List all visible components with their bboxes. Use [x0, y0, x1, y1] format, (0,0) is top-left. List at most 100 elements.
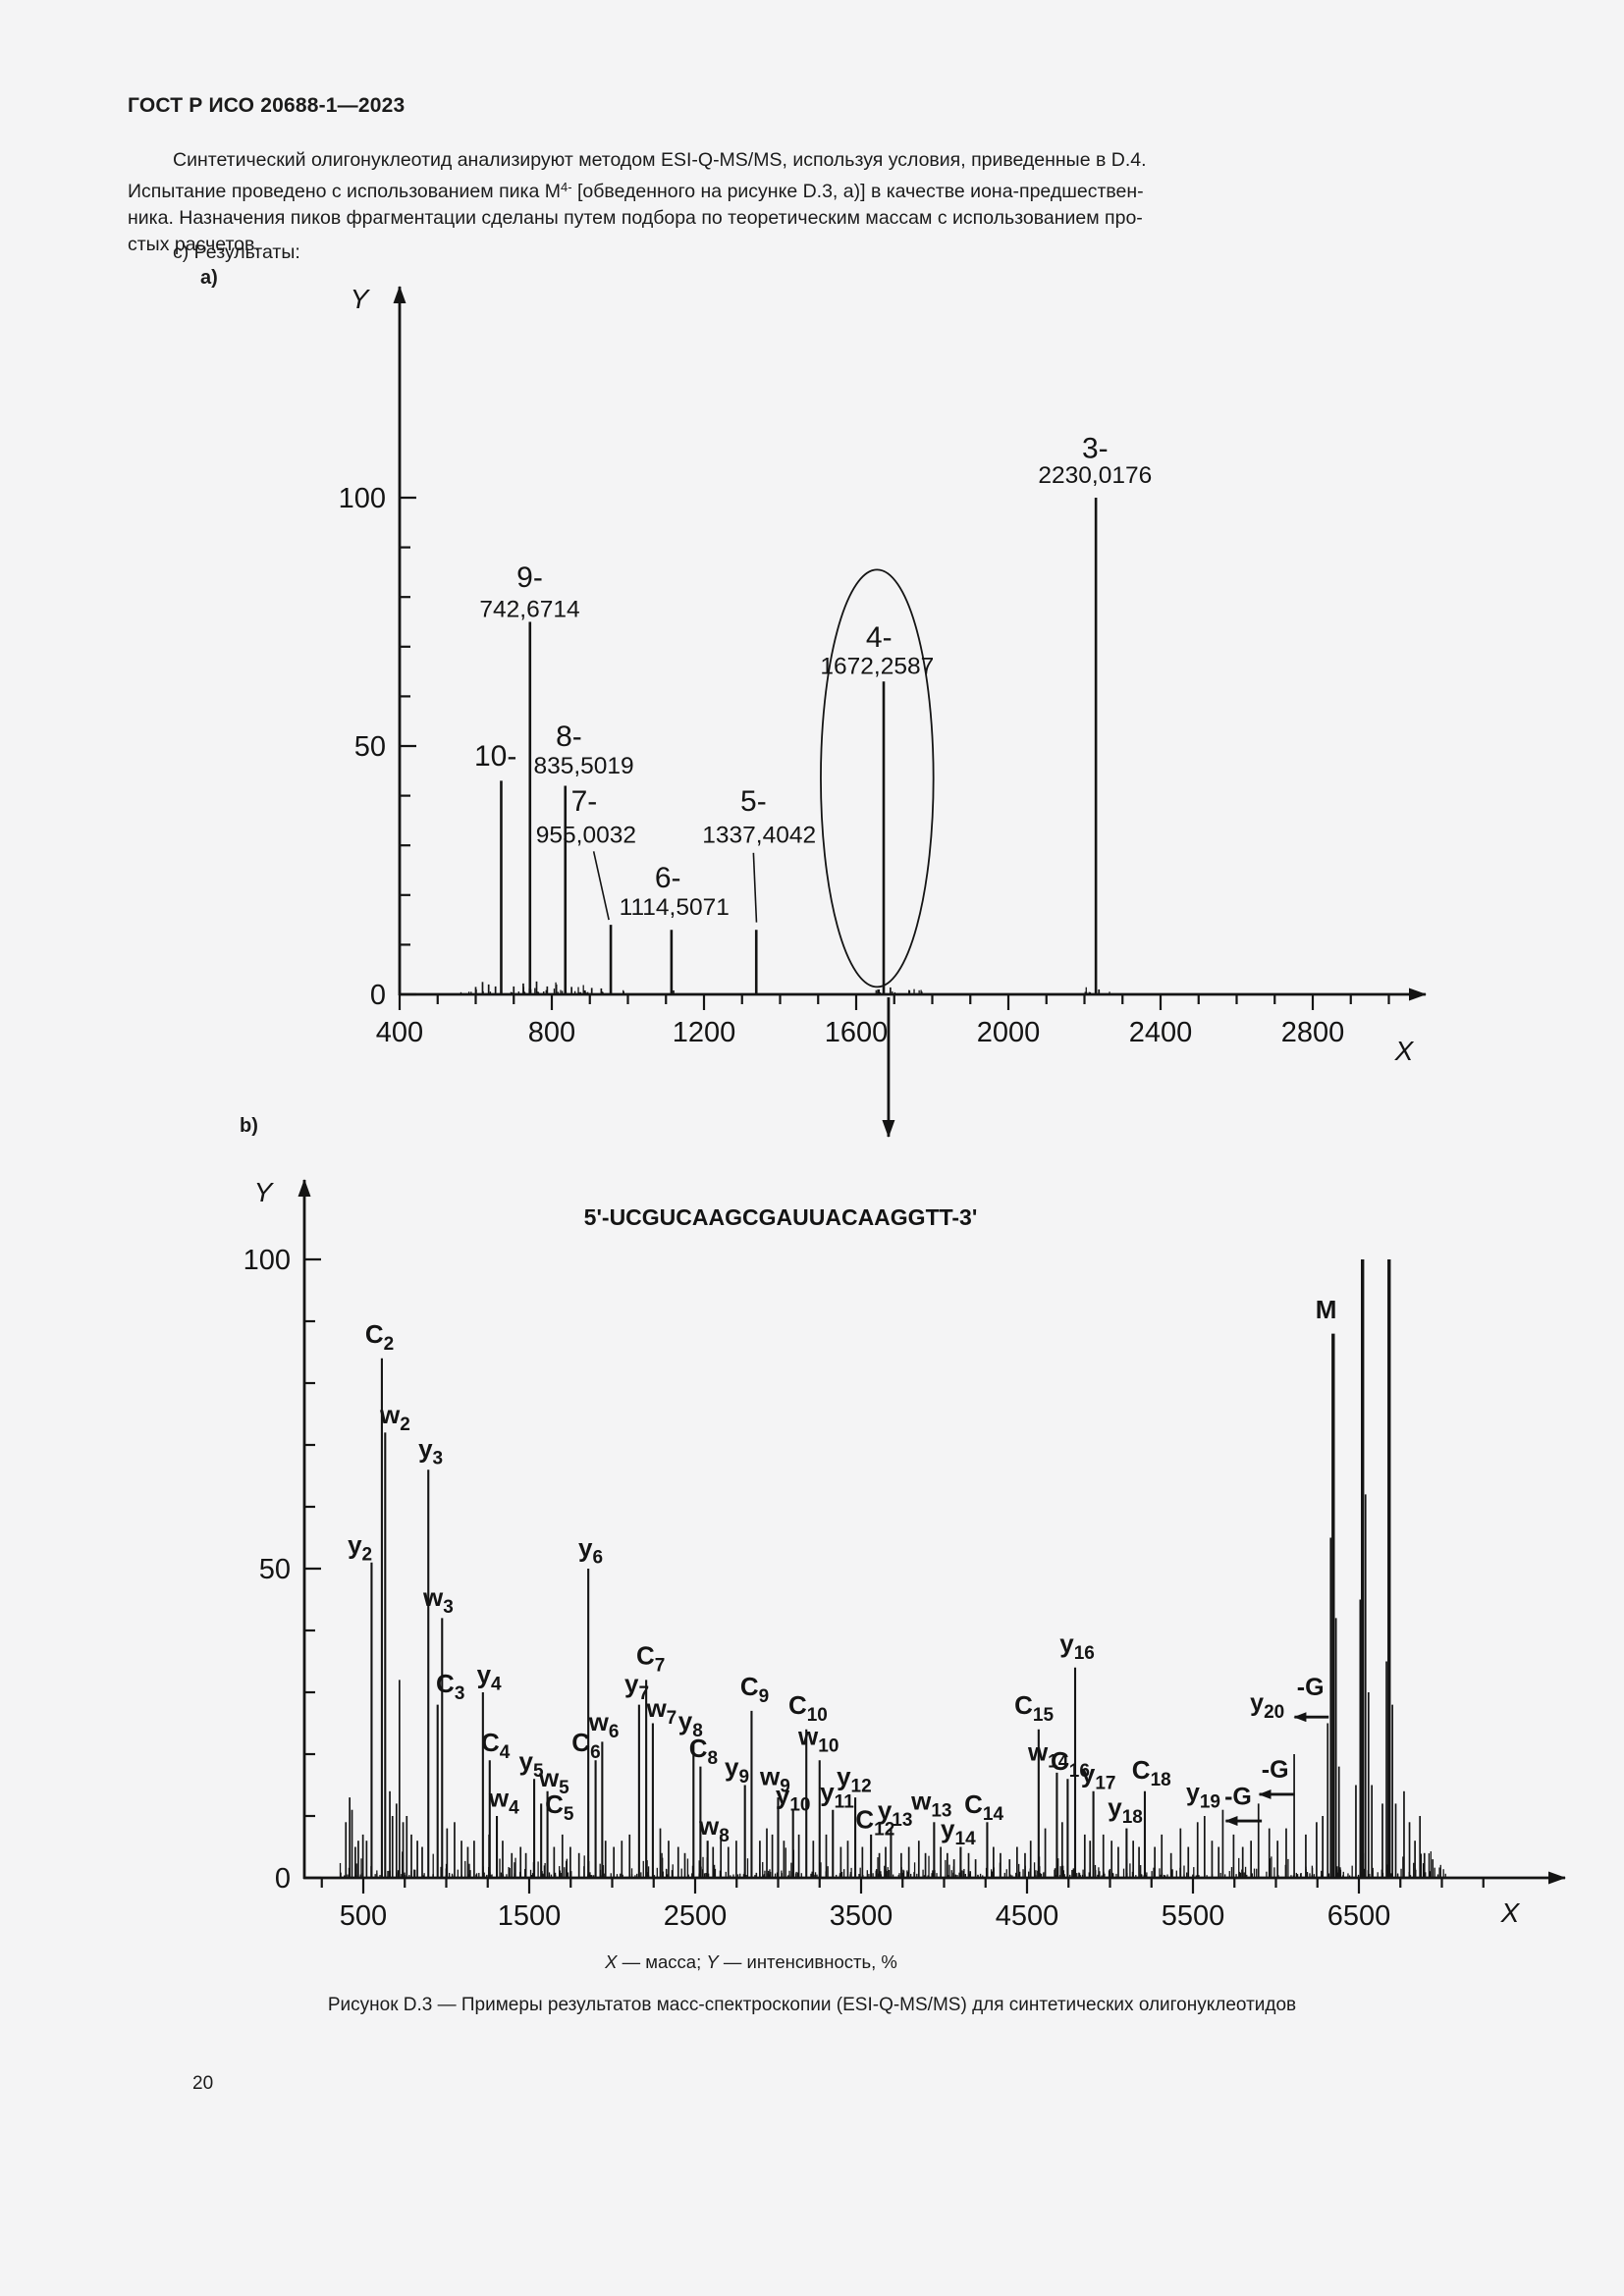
svg-text:4500: 4500	[996, 1900, 1059, 1932]
svg-text:2500: 2500	[664, 1900, 728, 1932]
svg-text:955,0032: 955,0032	[536, 823, 636, 849]
loss-annotation: y19 -G	[1186, 1779, 1263, 1827]
body-paragraph: Синтетический олигонуклеотид анализируют…	[128, 147, 1502, 258]
chart-a: 10- 9-742,6714 8-835,5019 7- 955,0032 6-1114,…	[339, 284, 1427, 1138]
ion-label: w14	[1027, 1736, 1069, 1772]
svg-text:100: 100	[244, 1245, 291, 1276]
ion-label: C18	[1132, 1755, 1171, 1790]
line2-pre: Испытание проведено с использованием пик…	[128, 181, 562, 202]
ion-label: C15	[1014, 1690, 1054, 1726]
x-def: — масса;	[617, 1951, 707, 1972]
ion-label: y17	[1081, 1758, 1116, 1793]
svg-text:Y: Y	[254, 1177, 275, 1207]
svg-text:7-: 7-	[571, 785, 598, 818]
paragraph-line: ника. Назначения пиков фрагментации сдел…	[128, 207, 1143, 229]
ion-label: C9	[740, 1672, 769, 1707]
svg-text:4-: 4-	[866, 621, 893, 654]
ion-label: C3	[436, 1669, 464, 1704]
paragraph-line: Испытание проведено с использованием пик…	[128, 174, 1502, 205]
svg-text:500: 500	[340, 1900, 387, 1932]
svg-text:1200: 1200	[673, 1017, 736, 1048]
ion-label: C7	[636, 1641, 665, 1677]
precursor-ellipse	[820, 568, 935, 988]
y-letter: Y	[706, 1951, 719, 1972]
svg-text:0: 0	[275, 1863, 291, 1895]
svg-text:5-: 5-	[740, 785, 767, 818]
ion-label: C12	[855, 1805, 894, 1841]
axis-definition-caption: X — масса; Y — интенсивность, %	[0, 1951, 1502, 1973]
ion-label: w2	[379, 1400, 410, 1435]
ion-label: w6	[588, 1707, 620, 1742]
svg-text:800: 800	[528, 1017, 575, 1048]
svg-text:1672,2587: 1672,2587	[820, 654, 934, 680]
ion-label: y4	[477, 1660, 502, 1695]
svg-text:100: 100	[339, 483, 386, 514]
svg-text:400: 400	[376, 1017, 423, 1048]
svg-text:1337,4042: 1337,4042	[702, 823, 816, 849]
svg-text:2400: 2400	[1129, 1017, 1193, 1048]
svg-text:Y: Y	[351, 284, 371, 314]
ion-label: y18	[1108, 1792, 1143, 1828]
superscript-charge: 4-	[561, 180, 572, 194]
leader-line	[752, 852, 758, 923]
svg-text:-G: -G	[1224, 1784, 1252, 1811]
svg-text:10-: 10-	[474, 740, 516, 773]
axes: X Y 0 50 100 500 1500 2500 3500 4500 5500 6500	[244, 1177, 1566, 1932]
ion-label: C14	[964, 1789, 1003, 1825]
ion-label: C6	[571, 1728, 600, 1763]
y-def: — интенсивность, %	[718, 1951, 897, 1972]
svg-text:6-: 6-	[655, 862, 681, 894]
ion-label: y6	[578, 1532, 603, 1568]
ion-label: y5	[518, 1746, 543, 1782]
svg-text:-G: -G	[1297, 1674, 1325, 1701]
svg-text:5500: 5500	[1162, 1900, 1225, 1932]
svg-text:1114,5071: 1114,5071	[620, 894, 730, 921]
svg-text:1500: 1500	[498, 1900, 562, 1932]
ion-label: w8	[698, 1811, 730, 1846]
svg-text:835,5019: 835,5019	[533, 753, 633, 779]
baseline-noise	[460, 982, 1110, 994]
ion-label: y9	[725, 1752, 749, 1788]
ion-label: y2	[348, 1529, 372, 1565]
ion-label: y12	[837, 1762, 872, 1797]
svg-text:742,6714: 742,6714	[479, 596, 579, 622]
svg-text:2230,0176: 2230,0176	[1038, 462, 1152, 489]
ion-label: M	[1316, 1295, 1337, 1324]
ion-label: y11	[820, 1777, 854, 1812]
loss-annotation: -G	[1258, 1756, 1295, 1799]
ion-label: y3	[418, 1434, 443, 1469]
ion-label: C2	[365, 1319, 394, 1355]
results-label: с) Результаты:	[173, 241, 300, 263]
svg-text:8-: 8-	[556, 721, 582, 753]
svg-text:6500: 6500	[1327, 1900, 1391, 1932]
svg-text:50: 50	[354, 731, 386, 763]
svg-text:3-: 3-	[1082, 433, 1109, 465]
ion-label: w3	[422, 1582, 454, 1618]
minor-peaks	[474, 981, 1101, 994]
minor-peaks	[345, 1259, 1435, 1878]
svg-text:y20: y20	[1250, 1689, 1284, 1723]
ion-label: C4	[481, 1728, 511, 1763]
svg-text:2000: 2000	[977, 1017, 1041, 1048]
svg-text:9-: 9-	[516, 561, 543, 594]
ion-label: y10	[776, 1780, 811, 1815]
doc-header: ГОСТ Р ИСО 20688-1—2023	[128, 94, 406, 117]
ion-label: y13	[878, 1795, 913, 1831]
ion-label: w13	[910, 1787, 951, 1822]
panel-b-label: b)	[240, 1115, 258, 1137]
page-number: 20	[192, 2073, 214, 2094]
ion-label: w10	[797, 1722, 839, 1757]
sequence-title: 5'-UCGUCAAGCGAUUACAAGGTT-3'	[584, 1204, 978, 1230]
paragraph-line: Синтетический олигонуклеотид анализируют…	[173, 149, 1147, 171]
svg-text:X: X	[1394, 1036, 1415, 1066]
leader-line	[592, 851, 610, 921]
svg-text:y19: y19	[1186, 1779, 1220, 1812]
svg-text:X: X	[1500, 1897, 1521, 1928]
ion-label: w4	[488, 1784, 519, 1819]
ion-label: y7	[624, 1669, 649, 1704]
ion-label: C10	[788, 1690, 828, 1726]
